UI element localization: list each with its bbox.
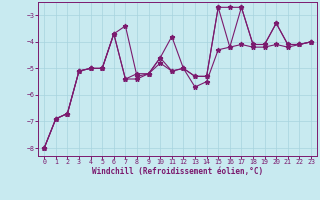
X-axis label: Windchill (Refroidissement éolien,°C): Windchill (Refroidissement éolien,°C) — [92, 167, 263, 176]
